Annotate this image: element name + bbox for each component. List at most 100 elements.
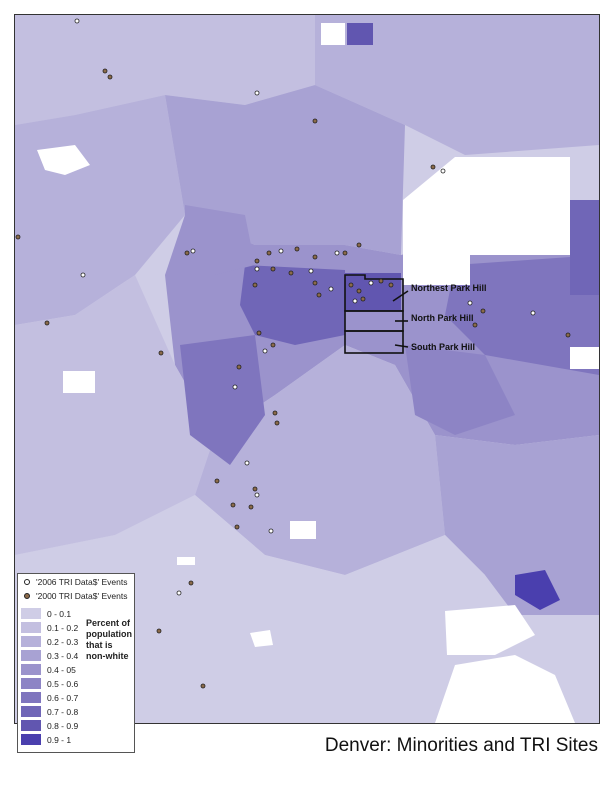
legend-class-label: 0.4 - 05 [47,664,76,675]
legend-class-row: 0.2 - 0.3 [21,636,101,647]
legend-color-swatch [21,608,41,619]
tri-event-marker[interactable] [102,68,108,74]
tri-event-marker[interactable] [440,168,446,174]
tri-event-marker[interactable] [388,282,394,288]
tri-event-marker[interactable] [158,350,164,356]
tri-event-marker[interactable] [530,310,536,316]
leader-northeast [392,290,409,302]
tri-event-marker[interactable] [278,248,284,254]
tri-event-marker[interactable] [230,502,236,508]
tri-event-marker[interactable] [308,268,314,274]
legend-class-label: 0.7 - 0.8 [47,706,79,717]
tri-event-marker[interactable] [356,288,362,294]
tri-event-marker[interactable] [252,282,258,288]
legend-class-label: 0.8 - 0.9 [47,720,79,731]
tri-event-marker[interactable] [274,420,280,426]
tri-event-marker[interactable] [232,384,238,390]
tri-event-marker[interactable] [328,286,334,292]
legend-color-swatch [21,664,41,675]
tri-event-marker[interactable] [266,250,272,256]
tri-event-marker[interactable] [378,278,384,284]
no-data-north-dark-block [347,23,373,45]
tri-event-marker[interactable] [288,270,294,276]
tri-event-marker[interactable] [430,164,436,170]
no-data-areas [37,23,599,723]
legend-entry-2000-events: '2000 TRI Data$' Events [24,590,127,601]
no-data-south-east [445,605,535,655]
tri-event-marker[interactable] [15,234,21,240]
tri-event-marker[interactable] [334,250,340,256]
legend-class-row: 0.5 - 0.6 [21,678,101,689]
legend-entry-2006-events: '2006 TRI Data$' Events [24,576,127,587]
tri-event-marker[interactable] [256,330,262,336]
tri-event-marker[interactable] [360,296,366,302]
tri-event-marker[interactable] [262,348,268,354]
tract-region-southeast [435,435,599,615]
legend-color-swatch [21,706,41,717]
tri-event-marker[interactable] [176,590,182,596]
tri-event-marker[interactable] [80,272,86,278]
tri-event-points [15,18,571,689]
legend-color-swatch [21,678,41,689]
tri-event-marker[interactable] [234,524,240,530]
tract-cluster-montbello [445,255,599,375]
no-data-west-block [63,371,95,393]
tri-event-marker[interactable] [44,320,50,326]
tri-event-marker[interactable] [74,18,80,24]
tri-event-marker[interactable] [248,504,254,510]
tri-event-marker[interactable] [254,258,260,264]
tri-event-marker[interactable] [254,90,260,96]
tri-event-marker[interactable] [156,628,162,634]
tri-event-marker[interactable] [214,478,220,484]
tri-event-marker[interactable] [342,250,348,256]
tri-event-marker[interactable] [312,280,318,286]
tri-event-marker[interactable] [472,322,478,328]
tri-event-marker[interactable] [200,683,206,689]
legend-color-swatch [21,692,41,703]
legend-color-swatch [21,734,41,745]
tri-event-marker[interactable] [188,580,194,586]
tri-event-marker[interactable] [352,298,358,304]
tri-event-marker[interactable] [356,242,362,248]
tri-event-marker[interactable] [184,250,190,256]
tract-cluster-southeast-spot [515,570,560,610]
tri-event-marker[interactable] [368,280,374,286]
legend-color-swatch [21,622,41,633]
tri-event-marker[interactable] [312,254,318,260]
tri-event-marker[interactable] [565,332,571,338]
legend-class-label: 0.3 - 0.4 [47,650,79,661]
tri-event-marker[interactable] [107,74,113,80]
tri-event-marker[interactable] [254,266,260,272]
legend-class-label: 0.1 - 0.2 [47,622,79,633]
tract-region-northeast [315,15,599,155]
no-data-south-mid [250,630,273,647]
tri-event-marker[interactable] [270,342,276,348]
tract-cluster-far-east [570,200,599,295]
tri-event-marker[interactable] [254,492,260,498]
tri-event-marker[interactable] [467,300,473,306]
neighborhood-boundaries [344,274,409,354]
leader-south [394,344,409,348]
tri-event-marker[interactable] [190,248,196,254]
label-northeast-park-hill: Northest Park Hill [411,283,487,293]
tri-event-marker[interactable] [270,266,276,272]
tri-event-marker[interactable] [480,308,486,314]
tri-event-marker[interactable] [348,282,354,288]
tri-event-marker[interactable] [294,246,300,252]
tri-event-marker[interactable] [268,528,274,534]
tri-event-marker[interactable] [244,460,250,466]
tri-event-marker[interactable] [272,410,278,416]
legend-title: Percent of population that is non-white [86,618,132,661]
tract-region-southwest [15,275,215,555]
legend-class-row: 0.9 - 1 [21,734,101,745]
tract-region-north [15,15,315,125]
tract-cluster-west-denver [180,335,265,465]
tri-event-marker[interactable] [312,118,318,124]
tri-event-marker[interactable] [236,364,242,370]
legend-color-swatch [21,636,41,647]
legend-class-row: 0.6 - 0.7 [21,692,101,703]
legend-color-swatch [21,650,41,661]
tri-event-marker[interactable] [252,486,258,492]
tri-event-marker[interactable] [316,292,322,298]
map-title: Denver: Minorities and TRI Sites [324,735,598,756]
